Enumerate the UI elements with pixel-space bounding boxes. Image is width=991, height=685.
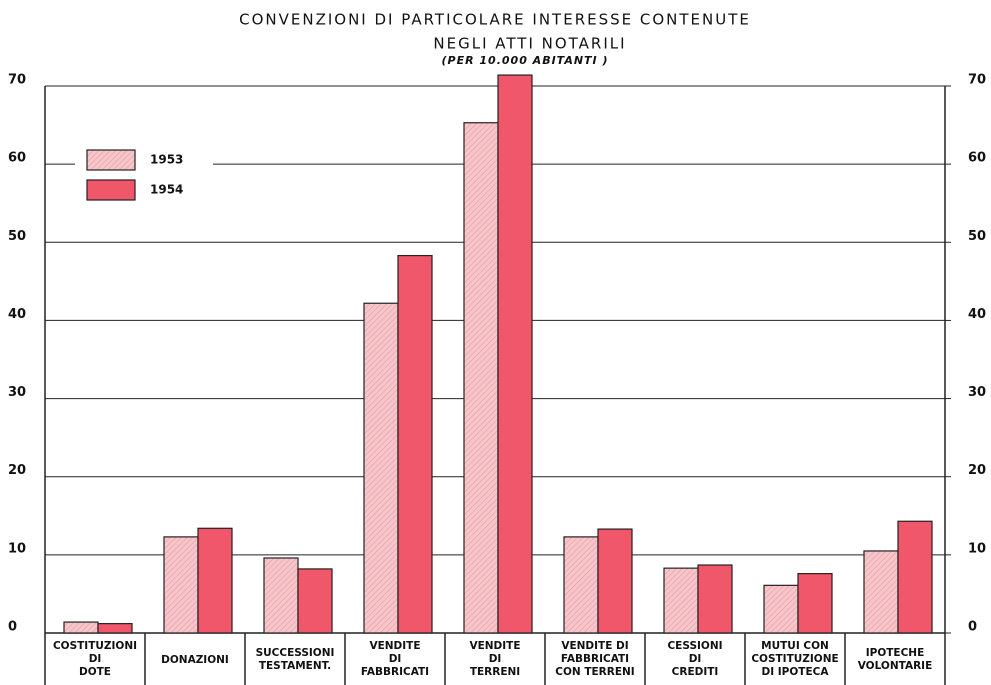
x-tick-label: CESSIONI — [667, 640, 722, 652]
y-tick-label: 0 — [8, 620, 17, 635]
bar — [263, 557, 299, 634]
legend-label: 1953 — [150, 153, 183, 167]
y-tick-label: 20 — [8, 463, 26, 478]
x-tick-label: FABBRICATI — [361, 666, 429, 678]
y2-tick-label: 40 — [968, 307, 986, 322]
bar — [297, 568, 333, 634]
bar — [197, 527, 233, 634]
x-tick-label: VENDITE — [369, 640, 420, 652]
bar — [763, 584, 799, 634]
bar — [663, 567, 699, 634]
x-tick-label: DI — [489, 653, 502, 665]
legend-swatch — [86, 149, 136, 171]
y-tick-label: 70 — [8, 73, 26, 88]
y2-tick-label: 0 — [968, 620, 977, 635]
x-tick-label: DI — [89, 653, 102, 665]
y2-tick-label: 50 — [968, 229, 986, 244]
bar — [697, 564, 733, 634]
bar — [63, 621, 99, 634]
chart-title-line: NEGLI ATTI NOTARILI — [433, 35, 626, 53]
x-tick-label: IPOTECHE — [866, 647, 925, 659]
x-tick-label: MUTUI CON — [761, 640, 829, 652]
bar — [563, 536, 599, 634]
x-tick-label: SUCCESSIONI — [256, 647, 335, 659]
x-tick-label: DI — [689, 653, 702, 665]
bar — [797, 573, 833, 634]
y2-tick-label: 10 — [968, 541, 986, 556]
x-tick-label: TESTAMENT. — [259, 660, 331, 672]
x-tick-label: FABBRICATI — [561, 653, 629, 665]
legend-swatch — [86, 179, 136, 201]
chart-subtitle: (PER 10.000 ABITANTI ) — [442, 54, 609, 67]
bar — [863, 550, 899, 634]
x-tick-label: COSTITUZIONE — [751, 653, 838, 665]
y-tick-label: 30 — [8, 385, 26, 400]
y2-tick-label: 30 — [968, 385, 986, 400]
bar — [397, 254, 433, 634]
y2-tick-label: 70 — [968, 73, 986, 88]
x-tick-label: DONAZIONI — [161, 654, 229, 666]
bar — [163, 536, 199, 634]
bar — [497, 74, 533, 634]
y-tick-label: 60 — [8, 151, 26, 166]
x-tick-label: VENDITE — [469, 640, 520, 652]
x-tick-label: DI IPOTECA — [762, 666, 830, 678]
y-tick-label: 40 — [8, 307, 26, 322]
bar — [363, 302, 399, 634]
bar — [97, 623, 133, 634]
x-tick-label: VOLONTARIE — [858, 660, 933, 672]
x-tick-label: TERRENI — [470, 666, 520, 678]
y-tick-label: 50 — [8, 229, 26, 244]
x-tick-label: CON TERRENI — [555, 666, 634, 678]
bar — [597, 528, 633, 634]
x-tick-label: VENDITE DI — [561, 640, 628, 652]
chart-title: CONVENZIONI DI PARTICOLARE INTERESSE CON… — [239, 11, 751, 29]
legend-label: 1954 — [150, 183, 183, 197]
y2-tick-label: 60 — [968, 151, 986, 166]
x-tick-label: DOTE — [79, 666, 111, 678]
bar — [897, 520, 933, 634]
x-tick-label: DI — [389, 653, 402, 665]
y-tick-label: 10 — [8, 541, 26, 556]
y2-tick-label: 20 — [968, 463, 986, 478]
bar — [463, 122, 499, 634]
x-tick-label: CREDITI — [672, 666, 719, 678]
x-tick-label: COSTITUZIONI — [53, 640, 137, 652]
